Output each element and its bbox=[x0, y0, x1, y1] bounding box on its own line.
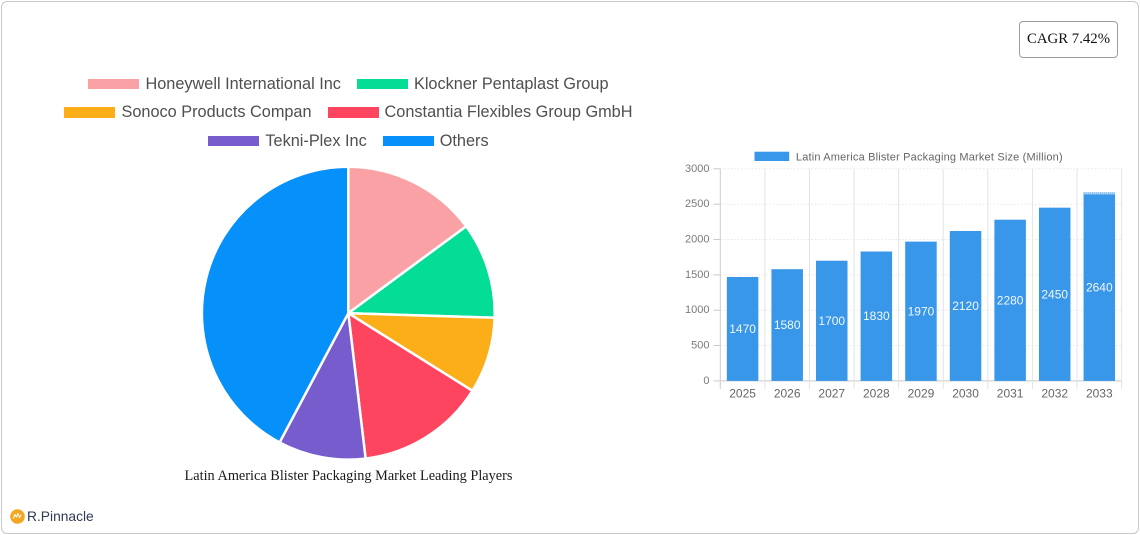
svg-text:2028: 2028 bbox=[863, 387, 890, 401]
svg-text:2450: 2450 bbox=[1041, 287, 1068, 301]
svg-text:2025: 2025 bbox=[729, 387, 756, 401]
svg-text:2026: 2026 bbox=[774, 387, 801, 401]
svg-text:2027: 2027 bbox=[818, 387, 845, 401]
svg-text:3000: 3000 bbox=[685, 163, 709, 175]
svg-text:1470: 1470 bbox=[729, 322, 756, 336]
svg-text:2640: 2640 bbox=[1086, 281, 1113, 295]
svg-text:2280: 2280 bbox=[997, 293, 1024, 307]
svg-text:2029: 2029 bbox=[908, 387, 935, 401]
svg-text:2030: 2030 bbox=[952, 387, 979, 401]
svg-text:Latin America Blister Packagin: Latin America Blister Packaging Market S… bbox=[796, 152, 1063, 164]
svg-text:1500: 1500 bbox=[685, 269, 709, 281]
svg-text:1580: 1580 bbox=[774, 318, 801, 332]
svg-text:2500: 2500 bbox=[685, 198, 709, 210]
svg-text:2033: 2033 bbox=[1086, 387, 1113, 401]
svg-text:1000: 1000 bbox=[685, 304, 709, 316]
svg-text:2032: 2032 bbox=[1041, 387, 1068, 401]
svg-text:0: 0 bbox=[703, 375, 709, 387]
svg-text:1830: 1830 bbox=[863, 309, 890, 323]
svg-text:1700: 1700 bbox=[818, 314, 845, 328]
svg-text:1970: 1970 bbox=[908, 304, 935, 318]
svg-text:2120: 2120 bbox=[952, 299, 979, 313]
svg-text:2000: 2000 bbox=[685, 234, 709, 246]
svg-text:500: 500 bbox=[691, 340, 709, 352]
svg-text:2031: 2031 bbox=[997, 387, 1024, 401]
